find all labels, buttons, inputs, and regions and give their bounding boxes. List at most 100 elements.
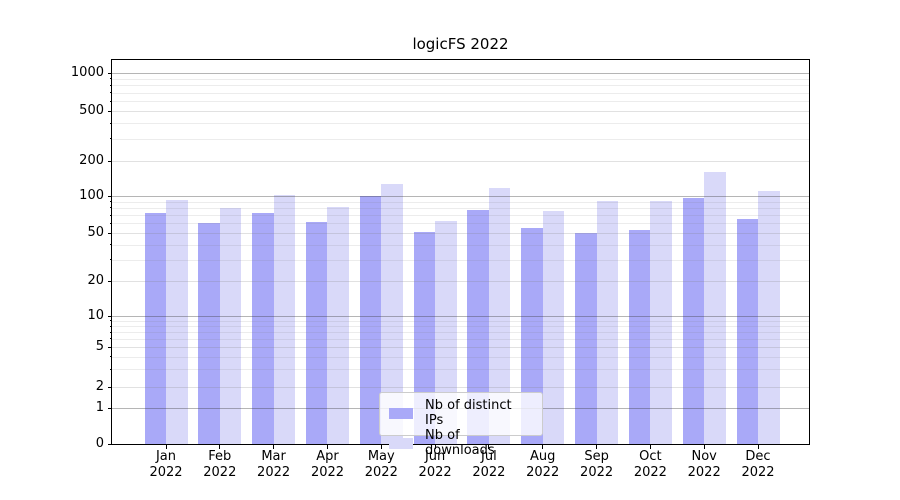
gridline-minor [112, 207, 809, 209]
gridline-minor [112, 356, 809, 358]
gridline-minor [112, 244, 809, 246]
x-tick-year: 2022 [149, 465, 183, 480]
y-tick-mark [107, 346, 112, 348]
gridline-minor [112, 215, 809, 216]
y-tick-label: 100 [79, 188, 104, 203]
gridline-minor [112, 259, 809, 261]
bar-downloads [166, 199, 188, 444]
bar-downloads [435, 220, 457, 444]
x-tick-year: 2022 [310, 465, 345, 480]
gridline-minor [112, 223, 809, 225]
gridline-minor [112, 201, 809, 203]
x-tick-month: Jul [481, 449, 497, 464]
y-tick-mark [107, 315, 112, 317]
bar-distinct-ips [628, 229, 651, 444]
y-tick-label: 5 [95, 339, 104, 354]
y-minor-tick-mark [109, 214, 112, 216]
plot-area: Nb of distinct IPs Nb of downloads [111, 59, 810, 458]
legend: Nb of distinct IPs Nb of downloads [379, 392, 543, 458]
y-tick-mark [107, 72, 112, 74]
gridline-minor [112, 338, 809, 340]
gridline [112, 196, 809, 197]
x-tick-month: Dec [745, 449, 771, 464]
bar-distinct-ips [575, 233, 597, 444]
bar-distinct-ips [198, 223, 220, 444]
x-tick-label: Jul 2022 [457, 449, 521, 481]
y-minor-tick-mark [109, 368, 112, 370]
x-tick-year: 2022 [203, 465, 237, 480]
y-minor-tick-mark [109, 331, 112, 333]
bar-downloads [650, 200, 672, 444]
gridline-minor [112, 85, 809, 87]
bars-layer [112, 60, 809, 444]
gridline-minor [112, 101, 809, 102]
legend-label-downloads: Nb of downloads [425, 428, 495, 458]
y-tick-label: 0 [95, 436, 104, 451]
legend-label-distinct-ips: Nb of distinct IPs [425, 398, 512, 428]
y-minor-tick-mark [109, 78, 112, 80]
y-tick-label: 10 [87, 308, 104, 323]
x-tick-year: 2022 [633, 465, 667, 480]
bar-distinct-ips [736, 219, 759, 444]
legend-item-distinct-ips: Nb of distinct IPs [389, 398, 533, 428]
x-tick-label: Aug 2022 [511, 449, 575, 481]
x-tick-month: Feb [208, 449, 232, 464]
bar-distinct-ips [305, 222, 328, 444]
x-tick-mark [380, 445, 382, 449]
x-tick-label: Mar 2022 [242, 449, 306, 481]
y-minor-tick-mark [109, 122, 112, 124]
y-tick-label: 200 [79, 153, 104, 168]
gridline [112, 73, 809, 74]
x-tick-label: Jan 2022 [134, 449, 198, 481]
x-tick-month: Mar [261, 449, 286, 464]
y-minor-tick-mark [109, 207, 112, 209]
x-tick-mark [649, 445, 651, 449]
y-tick-mark [107, 407, 112, 409]
gridline [112, 161, 809, 162]
x-tick-month: Sep [584, 449, 609, 464]
y-tick-mark [107, 443, 112, 445]
x-tick-year: 2022 [418, 465, 452, 480]
x-tick-mark [327, 445, 328, 449]
bar-downloads [219, 207, 242, 444]
bar-distinct-ips [682, 197, 705, 444]
gridline-minor [112, 332, 809, 333]
gridline [112, 233, 809, 234]
x-tick-year: 2022 [257, 465, 291, 480]
x-tick-label: Nov 2022 [672, 449, 736, 481]
x-tick-month: Apr [316, 449, 339, 464]
gridline [112, 347, 809, 348]
x-tick-month: May [367, 449, 395, 464]
gridline-minor [112, 320, 809, 322]
y-minor-tick-mark [109, 259, 112, 261]
bar-downloads [273, 194, 296, 444]
bar-distinct-ips [521, 227, 543, 444]
gridline-minor [112, 123, 809, 125]
x-tick-label: Dec 2022 [726, 449, 790, 481]
x-tick-label: Sep 2022 [565, 449, 629, 481]
x-tick-year: 2022 [741, 465, 775, 480]
x-tick-label: Jun 2022 [403, 449, 467, 481]
bar-downloads [542, 210, 565, 444]
y-minor-tick-mark [109, 222, 112, 224]
y-tick-label: 50 [87, 225, 104, 240]
gridline-minor [112, 78, 809, 80]
bar-downloads [758, 191, 780, 444]
x-tick-year: 2022 [364, 465, 398, 480]
x-tick-month: Jan [155, 449, 177, 464]
y-tick-mark [107, 195, 112, 197]
bar-distinct-ips [413, 231, 436, 444]
y-minor-tick-mark [109, 338, 112, 340]
y-tick-mark [107, 280, 112, 282]
x-tick-mark [542, 445, 544, 449]
x-tick-mark [596, 445, 598, 449]
gridline-minor [112, 369, 809, 371]
x-tick-mark [488, 445, 490, 449]
gridline-minor [112, 138, 809, 140]
y-minor-tick-mark [109, 100, 112, 102]
gridline [112, 387, 809, 388]
grid-layer [112, 60, 809, 444]
y-minor-tick-mark [109, 244, 112, 246]
y-tick-label: 2 [95, 379, 104, 394]
